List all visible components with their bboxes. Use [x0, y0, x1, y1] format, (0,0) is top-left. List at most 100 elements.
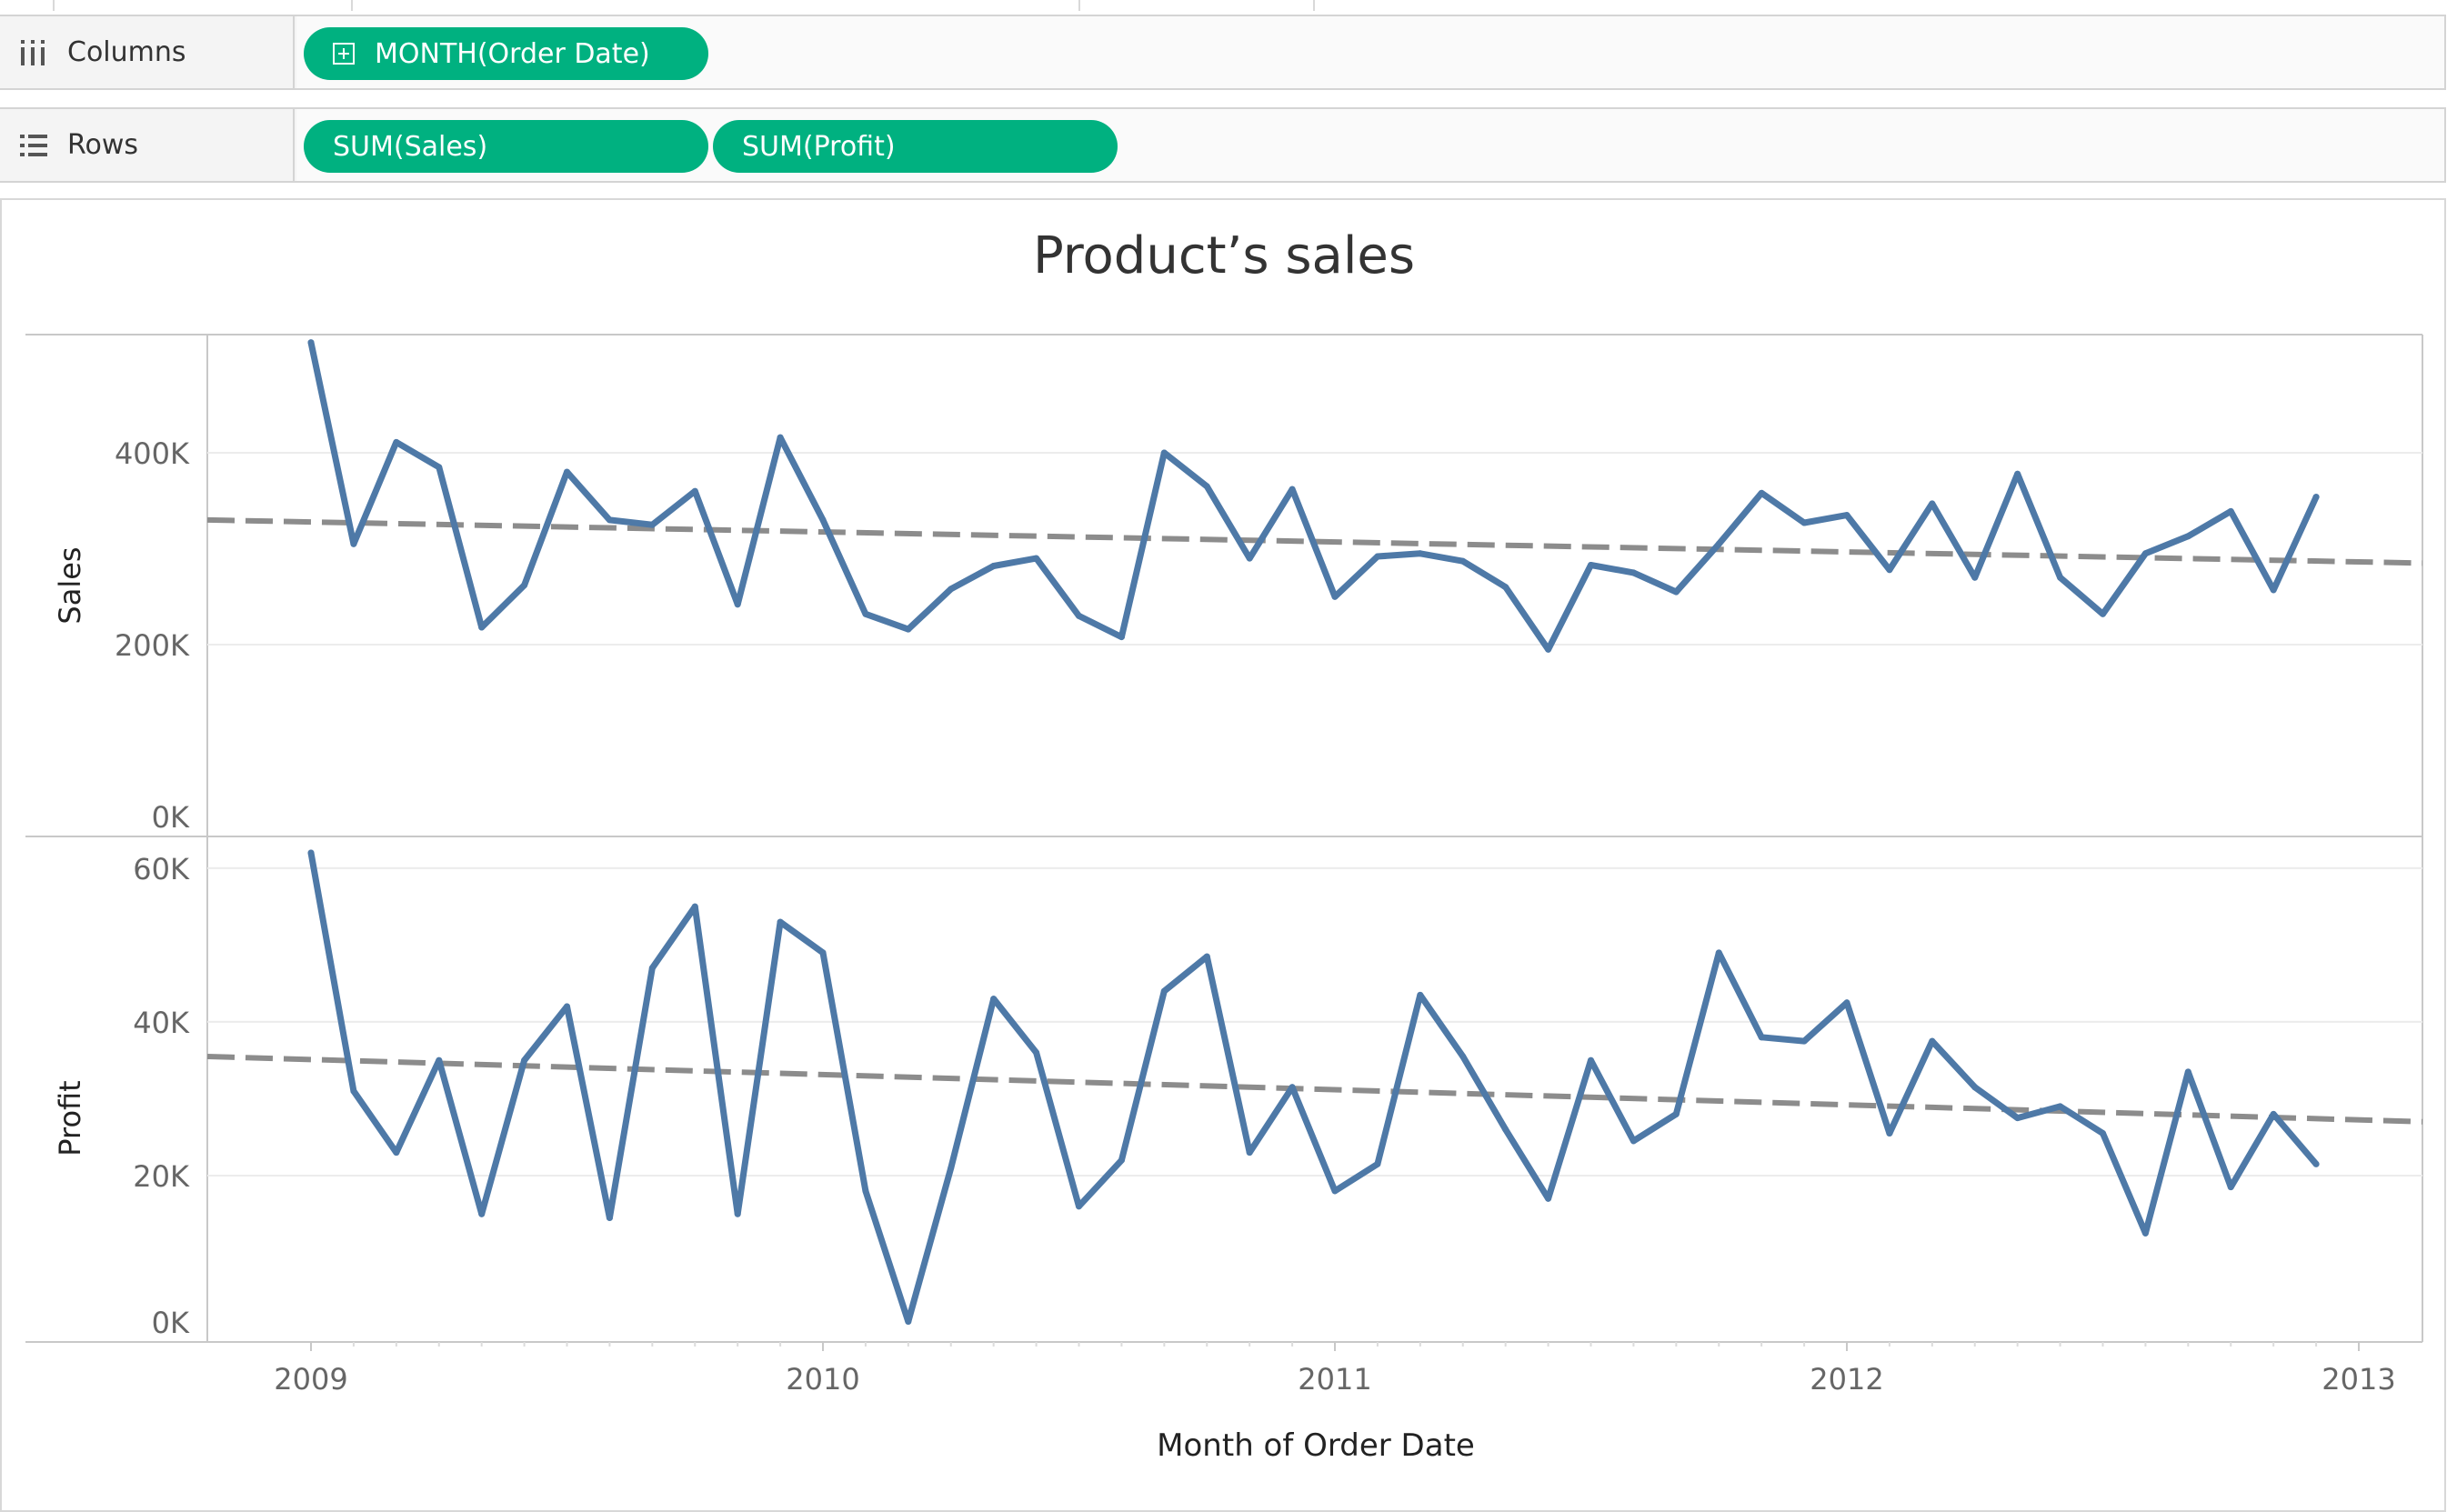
- data-point: [777, 918, 784, 926]
- data-point: [2100, 1129, 2106, 1137]
- month-order-date-pill[interactable]: MONTH(Order Date): [304, 27, 708, 80]
- data-point: [1203, 953, 1210, 960]
- data-point: [521, 1056, 528, 1064]
- rows-shelf: Rows SUM(Sales) SUM(Profit): [0, 107, 2446, 183]
- data-point: [307, 339, 315, 346]
- x-tick-label: 2012: [1810, 1362, 1883, 1397]
- y-tick-label: 200K: [115, 628, 190, 663]
- data-point: [2014, 470, 2021, 477]
- data-point: [1588, 561, 1594, 568]
- chart-title: Product’s sales: [1033, 226, 1415, 285]
- trend-line: [206, 1053, 2423, 1125]
- y-tick-label: 0K: [152, 800, 190, 835]
- data-point: [1843, 999, 1850, 1006]
- data-point: [1076, 612, 1082, 619]
- data-point: [2270, 586, 2277, 594]
- data-point: [606, 1214, 613, 1221]
- data-point: [478, 624, 486, 631]
- rows-label: Rows: [67, 129, 139, 161]
- data-point: [1715, 540, 1722, 547]
- data-point: [1758, 489, 1765, 496]
- columns-drop-area[interactable]: MONTH(Order Date): [296, 16, 2444, 88]
- data-point: [1758, 1034, 1765, 1041]
- data-point: [436, 1056, 443, 1064]
- columns-shelf: Columns MONTH(Order Date): [0, 15, 2446, 90]
- data-point: [1545, 646, 1552, 653]
- divider: [1313, 0, 1315, 11]
- data-point: [990, 996, 998, 1003]
- data-point: [1289, 1084, 1296, 1091]
- x-tick-label: 2010: [786, 1362, 859, 1397]
- data-point: [1971, 574, 1979, 581]
- expand-plus-icon[interactable]: [333, 43, 355, 65]
- y-axis-label: Sales: [53, 546, 87, 624]
- data-point: [1246, 555, 1253, 562]
- data-point: [1502, 1126, 1509, 1133]
- data-point: [350, 540, 357, 547]
- data-point: [564, 468, 570, 476]
- data-point: [1588, 1056, 1594, 1064]
- data-point: [905, 1318, 912, 1326]
- pill-label: SUM(Sales): [333, 130, 488, 163]
- data-point: [1203, 483, 1210, 490]
- columns-icon: [21, 39, 45, 65]
- data-point: [862, 1187, 869, 1195]
- data-point: [905, 626, 912, 633]
- data-point: [948, 1165, 955, 1172]
- pill-label: MONTH(Order Date): [375, 37, 650, 70]
- rows-drop-area[interactable]: SUM(Sales) SUM(Profit): [296, 109, 2444, 181]
- data-point: [1502, 584, 1509, 591]
- columns-shelf-label: Columns: [0, 16, 295, 88]
- data-point: [606, 516, 613, 524]
- data-point: [1033, 1049, 1040, 1056]
- data-point: [1374, 1160, 1381, 1167]
- data-point: [1374, 553, 1381, 560]
- data-point: [1033, 555, 1040, 562]
- data-point: [1331, 1187, 1339, 1195]
- data-point: [2227, 507, 2234, 515]
- data-point: [1459, 557, 1467, 565]
- data-point: [1843, 512, 1850, 519]
- divider: [351, 0, 353, 11]
- data-point: [478, 1210, 486, 1217]
- data-point: [648, 965, 656, 972]
- y-tick-label: 400K: [115, 436, 190, 471]
- data-point: [1800, 1037, 1808, 1045]
- y-tick-label: 60K: [133, 852, 190, 886]
- pill-label: SUM(Profit): [742, 130, 896, 163]
- data-point: [436, 464, 443, 471]
- data-point: [734, 1210, 741, 1217]
- sum-profit-pill[interactable]: SUM(Profit): [713, 120, 1118, 173]
- data-point: [1971, 1084, 1979, 1091]
- data-point: [819, 949, 827, 956]
- profit-series-line: [307, 849, 2320, 1325]
- data-point: [1886, 566, 1893, 574]
- divider: [53, 0, 55, 11]
- data-point: [1715, 949, 1722, 956]
- data-point: [2184, 533, 2191, 540]
- data-point: [393, 1149, 400, 1157]
- y-tick-label: 20K: [133, 1159, 190, 1194]
- data-point: [1929, 500, 1936, 507]
- y-axis-label: Profit: [53, 1080, 87, 1156]
- visualization-pane[interactable]: Product’s sales 0K 200K 400K Sales 0K 20K 40K 60…: [0, 198, 2446, 1512]
- sales-series-line: [307, 339, 2320, 653]
- data-point: [1076, 1203, 1082, 1210]
- sum-sales-pill[interactable]: SUM(Sales): [304, 120, 708, 173]
- data-point: [1160, 987, 1168, 995]
- data-point: [2312, 1160, 2320, 1167]
- data-point: [1545, 1195, 1552, 1202]
- data-point: [2141, 550, 2149, 557]
- data-point: [1289, 486, 1296, 493]
- data-point: [564, 1003, 570, 1010]
- data-point: [1672, 588, 1680, 596]
- x-tick-label: 2011: [1298, 1362, 1371, 1397]
- data-point: [2227, 1184, 2234, 1191]
- data-point: [350, 1087, 357, 1095]
- data-point: [521, 582, 528, 589]
- data-point: [2100, 610, 2106, 617]
- rows-icon: [20, 134, 47, 156]
- line-chart[interactable]: Product’s sales 0K 200K 400K Sales 0K 20K 40K 60…: [2, 200, 2444, 1510]
- data-point: [1331, 593, 1339, 600]
- data-point: [1886, 1129, 1893, 1137]
